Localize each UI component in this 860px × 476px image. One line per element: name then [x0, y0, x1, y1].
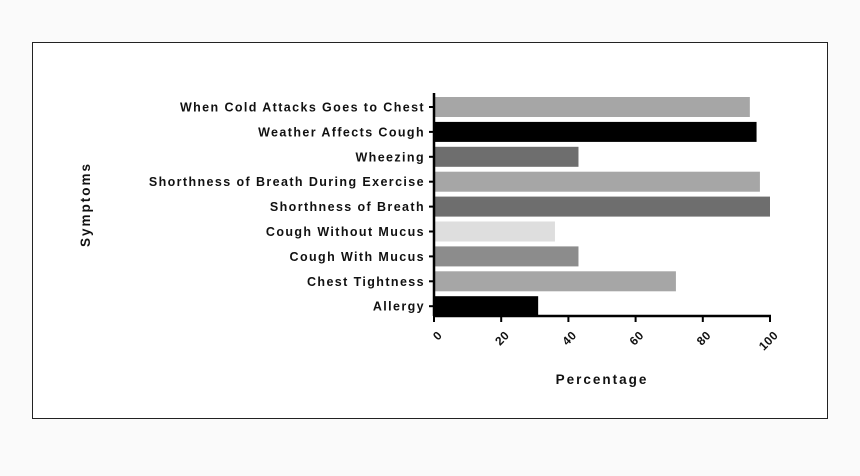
bar [435, 171, 760, 192]
category-label: Weather Affects Cough [258, 125, 425, 139]
x-tick-label: 60 [627, 328, 647, 348]
axes [432, 93, 771, 318]
bar [435, 221, 555, 242]
category-label: Wheezing [355, 150, 425, 164]
bar [435, 196, 770, 217]
category-label: Cough Without Mucus [266, 225, 425, 239]
bar [435, 271, 676, 292]
x-tick-label: 20 [492, 328, 512, 348]
x-tick-label: 0 [430, 328, 445, 343]
y-axis-title: Symptoms [78, 162, 93, 247]
axis-titles: Percentage Symptoms [78, 162, 649, 387]
x-tick-label: 100 [756, 328, 781, 353]
x-tick-label: 40 [559, 328, 579, 348]
category-labels: When Cold Attacks Goes to Chest Weather A… [149, 101, 434, 314]
bar [435, 97, 750, 117]
bar [435, 146, 579, 167]
x-ticks: 0 20 40 60 80 100 [430, 316, 781, 353]
category-label: Chest Tightness [307, 275, 425, 289]
x-tick-label: 80 [694, 328, 714, 348]
category-label: Cough With Mucus [290, 250, 425, 264]
category-label: When Cold Attacks Goes to Chest [180, 101, 425, 115]
x-axis-title: Percentage [556, 372, 649, 387]
category-label: Shorthness of Breath During Exercise [149, 175, 425, 189]
bar [435, 296, 539, 317]
bars [435, 97, 770, 317]
category-label: Allergy [373, 300, 425, 314]
category-label: Shorthness of Breath [270, 200, 425, 214]
bar [435, 121, 757, 142]
bar [435, 246, 579, 267]
